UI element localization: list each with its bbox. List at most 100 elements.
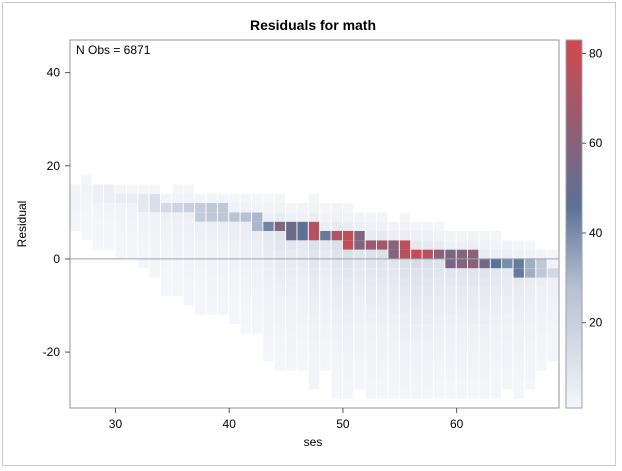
heatmap-cell [411,268,422,278]
heatmap-cell [342,249,354,259]
heatmap-cell [229,231,240,241]
heatmap-cell [115,193,126,203]
heatmap-cell [286,305,297,315]
heatmap-cell [479,380,490,390]
heatmap-cell [206,258,217,269]
heatmap-cell [422,370,433,380]
heatmap-cell [513,240,524,250]
heatmap-cell [240,193,251,203]
n-obs-annotation: N Obs = 6871 [76,43,151,57]
heatmap-cell [445,231,456,241]
heatmap-cell [274,268,286,278]
colorbar-tick-label: 40 [589,226,603,240]
heatmap-cell [286,286,297,297]
heatmap-cell [536,333,547,343]
heatmap-cell [490,370,502,380]
heatmap-cell [274,249,286,259]
heatmap-cell [308,240,320,250]
heatmap-cell [445,389,456,399]
heatmap-cell [229,277,240,287]
heatmap-cell [456,231,468,241]
heatmap-cell [308,258,320,269]
heatmap-cell [183,258,195,269]
heatmap-cell [354,249,365,259]
heatmap-cell [524,277,536,287]
heatmap-cell [445,380,456,390]
heatmap-cell [286,221,297,231]
heatmap-cell [411,231,422,241]
heatmap-cell [161,240,172,250]
heatmap-cell [217,221,229,231]
heatmap-cell [217,231,229,241]
heatmap-cell [274,333,286,343]
heatmap-cell [388,240,399,250]
heatmap-cell [161,221,172,231]
heatmap-cell [411,352,422,362]
heatmap-cell [411,277,422,287]
heatmap-cell [263,268,274,278]
heatmap-cell [331,314,342,325]
heatmap-cell [138,221,149,231]
heatmap-cell [240,240,251,250]
heatmap-cell [377,212,388,222]
heatmap-cell [161,258,172,269]
heatmap-cell [263,352,274,362]
heatmap-cell [524,305,536,315]
heatmap-cell [263,305,274,315]
heatmap-cell [456,240,468,250]
heatmap-cell [468,389,479,399]
heatmap-cell [456,296,468,306]
heatmap-cell [342,296,354,306]
heatmap-cell [354,258,365,269]
heatmap-cell [274,212,286,222]
heatmap-cell [456,380,468,390]
heatmap-cell [342,333,354,343]
heatmap-cell [536,361,547,371]
heatmap-cell [490,314,502,325]
heatmap-cell [365,277,377,287]
heatmap-cell [399,333,411,343]
heatmap-cell [456,342,468,353]
heatmap-cell [297,268,308,278]
y-tick-label: 20 [47,159,61,173]
heatmap-cell [195,277,206,287]
heatmap-cell [524,380,536,390]
heatmap-cell [274,231,286,241]
heatmap-cell [479,305,490,315]
heatmap-cell [206,231,217,241]
heatmap-cell [229,296,240,306]
heatmap-cell [479,361,490,371]
heatmap-cell [377,296,388,306]
heatmap-cell [286,240,297,250]
heatmap-cell [183,296,195,306]
heatmap-cell [411,314,422,325]
heatmap-cell [502,361,513,371]
heatmap-cell [399,249,411,259]
heatmap-cell [297,286,308,297]
heatmap-cell [70,203,81,213]
heatmap-cell [433,324,445,334]
heatmap-cell [433,389,445,399]
heatmap-cell [217,240,229,250]
heatmap-cell [422,352,433,362]
heatmap-cell [547,258,558,269]
heatmap-cell [468,296,479,306]
heatmap-cell [399,314,411,325]
heatmap-cell [411,370,422,380]
heatmap-cell [411,221,422,231]
heatmap-cell [183,212,195,222]
heatmap-cell [217,193,229,203]
heatmap-cell [308,221,320,231]
heatmap-cell [468,361,479,371]
heatmap-cell [115,212,126,222]
heatmap-cell [297,203,308,213]
heatmap-cell [263,249,274,259]
heatmap-cell [308,296,320,306]
heatmap-cell [297,231,308,241]
heatmap-cell [388,296,399,306]
heatmap-cell [81,221,92,231]
heatmap-cell [547,314,558,325]
heatmap-cell [502,324,513,334]
heatmap-cell [342,212,354,222]
heatmap-cell [115,231,126,241]
